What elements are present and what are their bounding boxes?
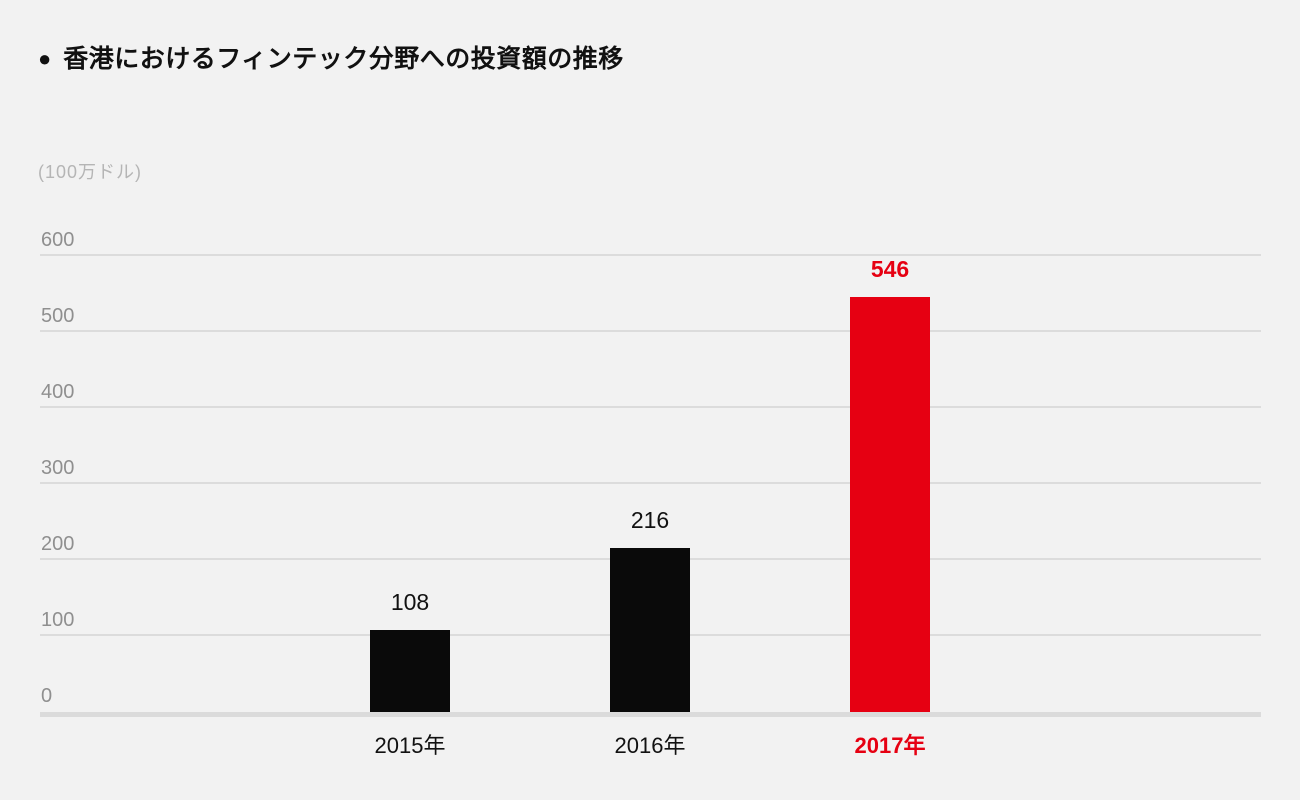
- x-axis-baseline: [40, 712, 1261, 717]
- chart-title: 香港におけるフィンテック分野への投資額の推移: [63, 45, 624, 73]
- bar-2016: [610, 548, 690, 712]
- y-tick-label: 500: [41, 305, 75, 327]
- y-axis-unit-label: (100万ドル): [38, 162, 143, 182]
- bar-value-label-2015: 108: [390, 589, 430, 615]
- x-axis-label-2016: 2016年: [614, 733, 686, 758]
- y-tick-label: 100: [41, 609, 75, 631]
- figure-header: ● 香港におけるフィンテック分野への投資額の推移: [38, 44, 624, 74]
- x-axis-label-2015: 2015年: [374, 733, 446, 758]
- bar-2015: [370, 630, 450, 712]
- gridline: [40, 254, 1261, 256]
- gridline: [40, 406, 1261, 408]
- y-tick-label: 300: [41, 457, 75, 479]
- bar-2017: [850, 297, 930, 712]
- gridline: [40, 482, 1261, 484]
- bullet-icon: ●: [38, 46, 52, 71]
- y-tick-label: 400: [41, 381, 75, 403]
- y-tick-label: 0: [41, 685, 53, 707]
- bar-value-label-2017: 546: [870, 256, 910, 282]
- bar-value-label-2016: 216: [630, 507, 670, 533]
- gridline: [40, 330, 1261, 332]
- y-tick-label: 600: [41, 229, 75, 251]
- x-axis-label-2017: 2017年: [854, 733, 926, 758]
- y-tick-label: 200: [41, 533, 75, 555]
